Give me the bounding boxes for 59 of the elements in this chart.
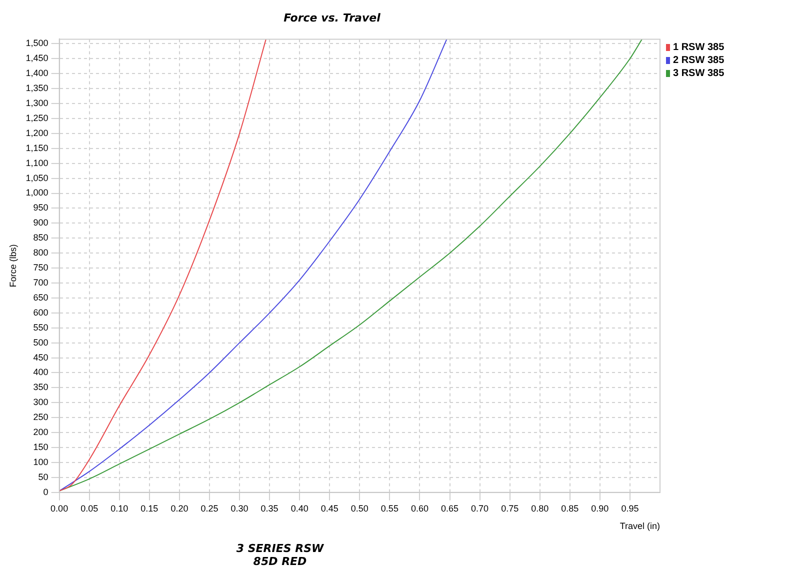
- legend-label: 2 RSW 385: [673, 55, 724, 66]
- y-tick-label: 400: [33, 367, 48, 378]
- x-tick-label: 0.40: [290, 503, 308, 514]
- y-tick-label: 300: [33, 397, 48, 408]
- y-tick-label: 100: [33, 456, 48, 467]
- x-tick-label: 0.25: [200, 503, 218, 514]
- x-tick-label: 0.65: [440, 503, 459, 514]
- x-tick-label: 0.15: [140, 503, 158, 514]
- legend-label: 1 RSW 385: [673, 42, 724, 54]
- x-tick-label: 0.80: [531, 503, 549, 514]
- y-tick-label: 350: [33, 382, 48, 392]
- x-tick-label: 0.90: [591, 503, 609, 514]
- x-axis-title: Travel (in): [620, 521, 660, 532]
- y-tick-label: 1,400: [26, 68, 48, 78]
- y-tick-label: 800: [33, 248, 48, 258]
- y-tick-label: 1,250: [26, 112, 48, 123]
- y-tick-label: 1,150: [26, 142, 48, 153]
- y-axis-title: Force (lbs): [8, 244, 18, 288]
- x-tick-label: 0.50: [350, 503, 368, 514]
- y-tick-label: 1,350: [26, 83, 48, 94]
- y-tick-label: 750: [33, 262, 48, 273]
- x-tick-label: 0.35: [260, 503, 278, 514]
- y-tick-label: 950: [33, 202, 48, 213]
- y-tick-label: 900: [33, 218, 48, 228]
- x-tick-label: 0.85: [561, 503, 579, 514]
- y-tick-label: 1,050: [26, 172, 48, 183]
- y-tick-label: 200: [33, 427, 48, 438]
- y-tick-label: 250: [33, 412, 48, 422]
- y-tick-label: 500: [33, 337, 48, 348]
- y-tick-label: 850: [33, 232, 48, 243]
- text: 3 SERIES RSW: [235, 542, 325, 555]
- x-tick-label: 0.30: [230, 503, 248, 514]
- y-tick-label: 650: [33, 292, 48, 302]
- y-tick-label: 1,500: [26, 38, 48, 48]
- y-tick-label: 600: [33, 307, 48, 318]
- x-tick-label: 0.00: [50, 503, 68, 514]
- y-tick-label: 700: [33, 277, 48, 288]
- x-tick-label: 0.45: [320, 503, 338, 514]
- y-tick-label: 150: [33, 442, 48, 452]
- x-tick-label: 0.20: [170, 503, 188, 514]
- chart-title: Force vs. Travel: [284, 11, 381, 24]
- x-tick-label: 0.70: [471, 503, 489, 514]
- x-tick-label: 0.60: [410, 503, 428, 514]
- y-tick-label: 1,100: [26, 158, 48, 168]
- y-tick-label: 0: [43, 486, 48, 497]
- y-tick-label: 1,000: [26, 188, 48, 198]
- y-tick-label: 50: [38, 472, 48, 482]
- y-tick-label: 1,300: [26, 98, 48, 108]
- x-tick-label: 0.05: [80, 503, 98, 514]
- legend-label: 3 RSW 385: [673, 68, 724, 80]
- x-tick-label: 0.10: [110, 503, 128, 514]
- y-tick-label: 450: [33, 352, 48, 362]
- x-tick-label: 0.75: [501, 503, 519, 514]
- y-tick-label: 1,450: [26, 53, 48, 64]
- y-tick-label: 1,200: [26, 128, 48, 138]
- text: 85D RED: [252, 555, 308, 568]
- y-tick-label: 550: [33, 322, 48, 332]
- x-tick-label: 0.95: [621, 503, 639, 514]
- x-tick-label: 0.55: [380, 503, 398, 514]
